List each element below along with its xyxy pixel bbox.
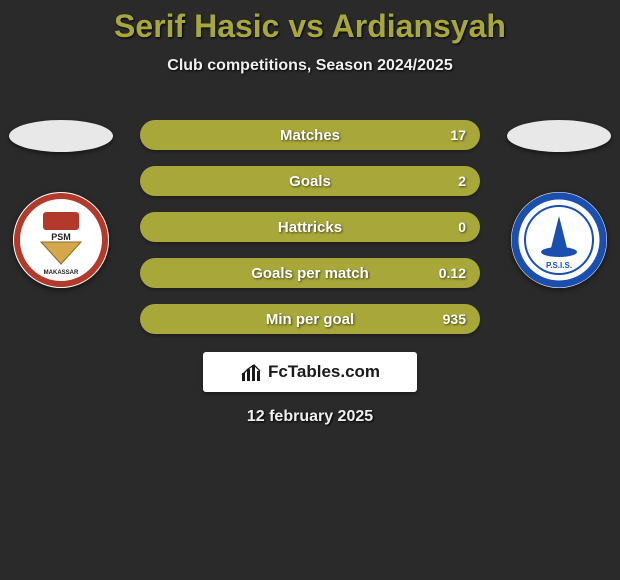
stat-row: Goals 2 (140, 166, 480, 196)
stat-right-value: 17 (436, 120, 480, 150)
left-player-avatar (9, 120, 113, 152)
svg-text:MAKASSAR: MAKASSAR (44, 270, 79, 276)
stat-left-value (140, 212, 168, 242)
stat-row: Min per goal 935 (140, 304, 480, 334)
stat-row: Matches 17 (140, 120, 480, 150)
stat-left-value (140, 258, 168, 288)
stat-row: Hattricks 0 (140, 212, 480, 242)
branding-box: FcTables.com (203, 352, 417, 392)
svg-text:PSM: PSM (51, 232, 71, 242)
left-team-badge: PSM MAKASSAR (13, 192, 109, 288)
psis-badge-icon: P.S.I.S. (511, 192, 607, 288)
stat-right-value: 0 (444, 212, 480, 242)
brand-label: FcTables.com (268, 362, 380, 382)
stat-label: Goals (289, 173, 331, 190)
stat-left-value (140, 120, 168, 150)
right-player-avatar (507, 120, 611, 152)
stat-right-value: 0.12 (425, 258, 480, 288)
stats-table: Matches 17 Goals 2 Hattricks 0 Goals per… (140, 120, 480, 350)
right-player-slot: P.S.I.S. (504, 120, 614, 288)
stat-left-value (140, 166, 168, 196)
stat-left-value (140, 304, 168, 334)
svg-text:P.S.I.S.: P.S.I.S. (546, 261, 572, 270)
bar-chart-icon (240, 361, 262, 383)
stat-label: Min per goal (266, 311, 354, 328)
left-player-slot: PSM MAKASSAR (6, 120, 116, 288)
stat-row: Goals per match 0.12 (140, 258, 480, 288)
psm-badge-icon: PSM MAKASSAR (13, 192, 109, 288)
stat-label: Hattricks (278, 219, 342, 236)
stat-right-value: 2 (444, 166, 480, 196)
page-subtitle: Club competitions, Season 2024/2025 (0, 57, 620, 75)
date-label: 12 february 2025 (0, 408, 620, 426)
stat-label: Matches (280, 127, 340, 144)
page-title: Serif Hasic vs Ardiansyah (0, 0, 620, 45)
stat-right-value: 935 (429, 304, 480, 334)
stat-label: Goals per match (251, 265, 369, 282)
right-team-badge: P.S.I.S. (511, 192, 607, 288)
